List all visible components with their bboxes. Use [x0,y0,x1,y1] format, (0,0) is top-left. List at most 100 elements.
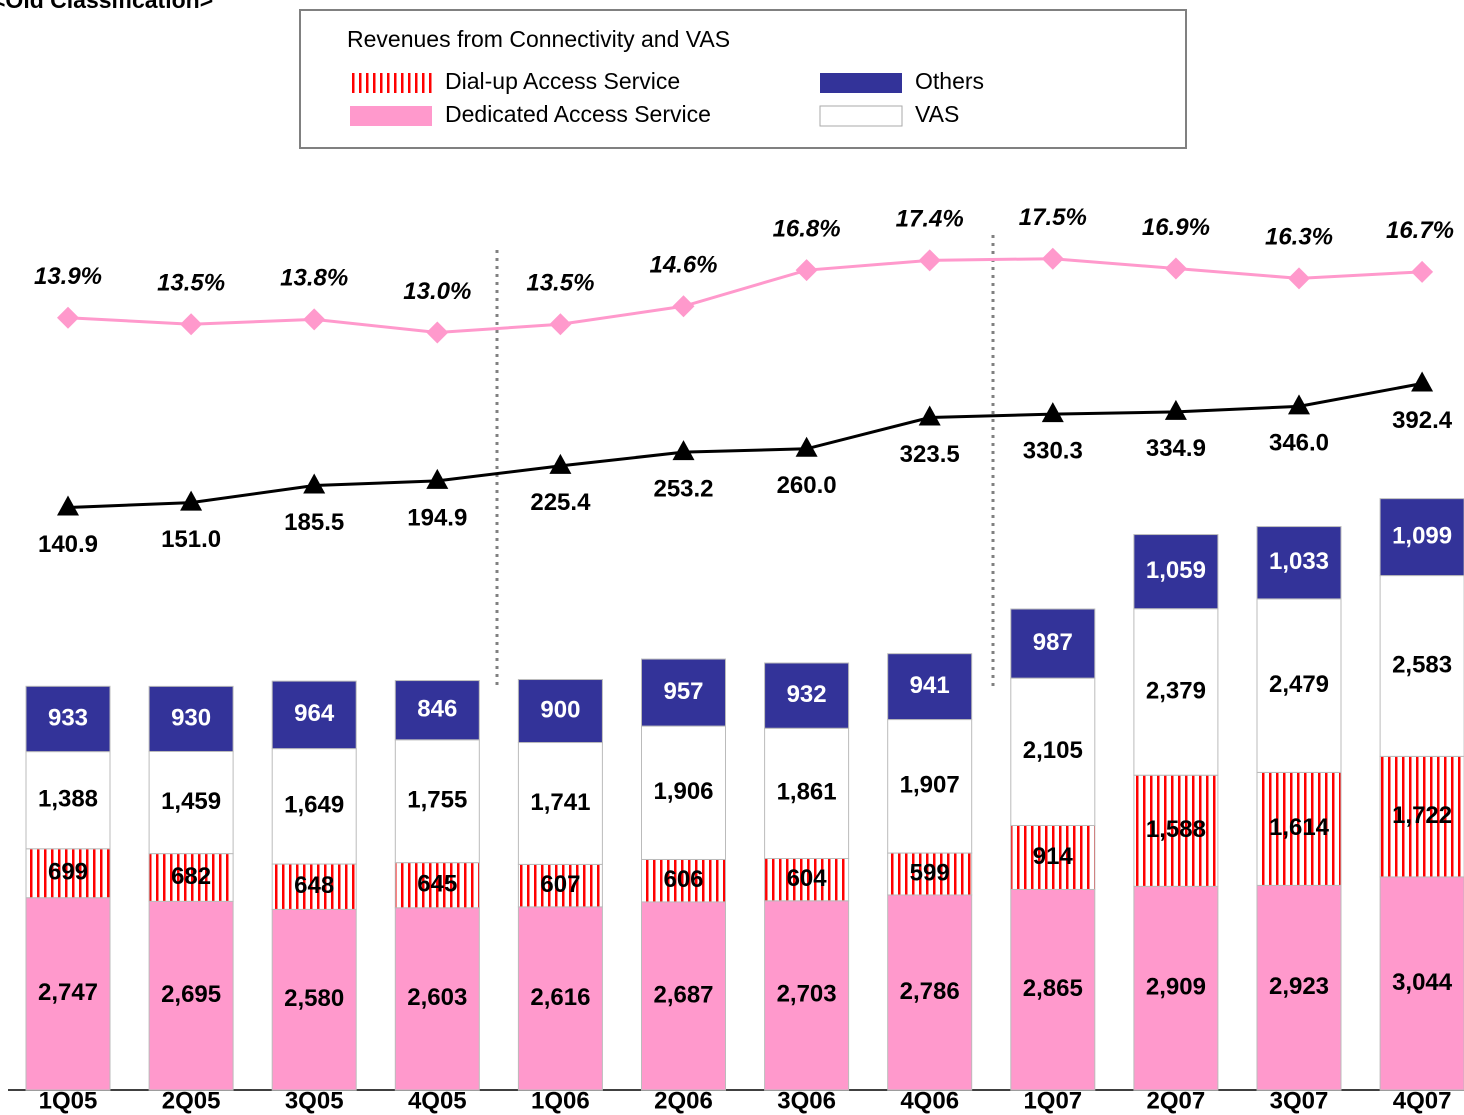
legend-label: Dedicated Access Service [445,101,711,127]
marker [1164,257,1187,280]
data-label: 13.0% [403,278,471,305]
bar-segment [394,680,480,741]
x-tick-label: 1Q06 [531,1087,590,1114]
data-label: 13.5% [157,270,225,297]
data-label: 1,722 [1392,802,1452,829]
marker [672,295,695,318]
legend-swatch [819,105,903,127]
bar-segment [148,750,234,855]
data-label: 1,614 [1269,814,1330,841]
bar-segment [1133,885,1219,1091]
legend-box [299,9,1187,149]
data-label: 2,603 [407,984,467,1011]
legend-label: Dial-up Access Service [445,68,680,94]
data-label: 260.0 [777,472,837,499]
data-label: 987 [1033,629,1073,656]
data-label: 14.6% [649,252,717,279]
bar-segment [1379,575,1464,757]
marker [57,495,79,516]
bar-segment [271,680,357,750]
data-label: 16.9% [1142,214,1210,241]
marker [672,440,695,461]
data-label: 2,105 [1023,737,1083,764]
marker [303,308,326,331]
data-label: 392.4 [1392,407,1453,434]
x-tick-label: 2Q06 [654,1087,713,1114]
data-label: 13.5% [526,270,594,297]
bar-segment [148,685,234,752]
marker [918,249,941,272]
data-label: 13.9% [34,263,102,290]
bar-segment [764,662,850,729]
x-tick-label: 3Q07 [1270,1087,1329,1114]
data-label: 194.9 [407,504,467,531]
data-label: 2,786 [900,978,960,1005]
data-label: 17.4% [896,206,964,233]
data-label: 1,907 [900,772,960,799]
data-label: 1,388 [38,786,98,813]
data-label: 607 [540,871,580,898]
data-label: 1,649 [284,792,344,819]
data-label: 330.3 [1023,437,1083,464]
data-label: 606 [663,866,703,893]
bar-segment [764,858,850,902]
marker [1411,260,1434,283]
data-label: 648 [294,872,334,899]
data-label: 1,741 [530,789,590,816]
bar-segment [1256,526,1342,600]
data-label: 16.8% [773,216,841,243]
bar-segment [271,863,357,910]
marker [549,313,572,336]
data-label: 2,379 [1146,677,1206,704]
data-label: 225.4 [530,489,591,516]
marker [1164,399,1187,420]
data-label: 930 [171,704,211,731]
chart-title: <Old Classification> [0,0,213,13]
bar-segment [517,863,603,908]
bar-segment [764,727,850,860]
bar-segment [1010,824,1096,890]
marker [1041,402,1064,423]
marker [180,313,203,336]
data-label: 323.5 [900,441,960,468]
x-tick-label: 2Q05 [162,1087,221,1114]
bar-segment [25,685,111,753]
marker [426,321,449,344]
bar-segment [764,900,850,1091]
data-label: 1,059 [1146,557,1206,584]
x-tick-label: 4Q06 [900,1087,959,1114]
marker [1288,267,1310,290]
bar-segment [394,907,480,1091]
data-label: 346.0 [1269,430,1329,457]
data-label: 1,906 [653,778,713,805]
x-tick-label: 1Q05 [39,1087,98,1114]
data-label: 2,703 [777,981,837,1008]
data-label: 2,747 [38,979,98,1006]
legend-swatch [820,73,902,93]
data-label: 1,033 [1269,548,1329,575]
bar-segment [1256,884,1342,1091]
marker [426,468,449,489]
data-label: 933 [48,704,88,731]
bar-segment [25,897,111,1091]
data-label: 914 [1033,843,1074,870]
marker [1411,371,1434,392]
marker [1041,247,1064,270]
data-label: 13.8% [280,265,348,292]
data-label: 2,616 [530,984,590,1011]
data-label: 604 [787,865,828,892]
x-tick-label: 3Q06 [777,1087,836,1114]
data-label: 2,687 [653,981,713,1008]
legend-title: Revenues from Connectivity and VAS [347,26,730,52]
bar-segment [517,906,603,1091]
data-label: 2,583 [1392,651,1452,678]
data-label: 932 [787,681,827,708]
bar-segment [1010,888,1096,1091]
bar-segment [148,853,234,902]
data-label: 957 [663,678,703,705]
bar-segment [1379,498,1464,577]
bar-segment [1256,771,1342,886]
bar-segment [1133,774,1219,887]
x-tick-label: 4Q05 [408,1087,467,1114]
